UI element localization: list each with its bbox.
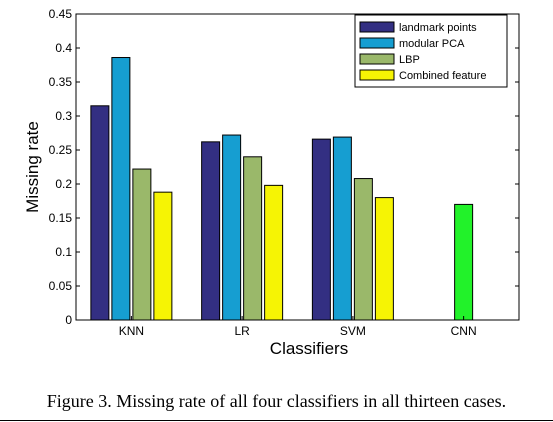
x-tick-label-cnn: CNN	[451, 324, 477, 338]
y-tick-label: 0.15	[49, 211, 73, 225]
bar-svm-modular-pca	[332, 136, 352, 321]
x-tick-label-lr: LR	[234, 324, 250, 338]
bar-svm-lbp	[353, 178, 373, 321]
y-tick-label: 0.35	[49, 75, 73, 89]
bar-lr-combined-feature	[264, 184, 284, 321]
bar-cnn	[454, 203, 474, 321]
x-axis: KNN LR SVM CNN	[119, 316, 477, 338]
y-axis: 0 0.05 0.1 0.15 0.2 0.25 0.3 0.35 0.4 0.45	[49, 7, 519, 327]
legend-label: Combined feature	[399, 70, 486, 82]
bar-knn-lbp	[132, 168, 152, 321]
y-tick-label: 0	[65, 313, 72, 327]
bar-svm-combined-feature	[374, 197, 394, 321]
legend-label: landmark points	[399, 22, 477, 34]
figure-caption: Figure 3. Missing rate of all four class…	[46, 391, 507, 411]
bars-layer	[90, 57, 474, 321]
y-tick-label: 0.4	[55, 41, 72, 55]
bar-knn-modular-pca	[111, 57, 131, 321]
y-tick-label: 0.05	[49, 279, 73, 293]
plot-frame	[75, 13, 520, 321]
legend-label: LBP	[399, 54, 420, 66]
x-axis-title: Classifiers	[270, 339, 348, 358]
legend-label: modular PCA	[399, 38, 465, 50]
x-tick-label-svm: SVM	[340, 324, 366, 338]
legend-swatch	[359, 53, 395, 65]
x-tick-label-knn: KNN	[119, 324, 144, 338]
bar-knn-landmark-points	[90, 105, 110, 321]
caption-rule	[0, 420, 553, 421]
bar-chart: 0 0.05 0.1 0.15 0.2 0.25 0.3 0.35 0.4 0.45 KNN LR S…	[23, 7, 520, 358]
bar-knn-combined-feature	[153, 191, 173, 321]
y-tick-label: 0.3	[55, 109, 72, 123]
bar-lr-modular-pca	[222, 134, 242, 321]
y-tick-label: 0.45	[49, 7, 73, 21]
y-tick-label: 0.25	[49, 143, 73, 157]
legend-swatch	[359, 69, 395, 81]
bar-lr-lbp	[243, 156, 263, 321]
y-tick-label: 0.2	[55, 177, 72, 191]
y-axis-title: Missing rate	[23, 121, 42, 213]
y-tick-label: 0.1	[55, 245, 72, 259]
legend: landmark points modular PCA LBP Combined fe…	[354, 14, 508, 88]
bar-lr-landmark-points	[201, 141, 221, 321]
legend-swatch	[359, 21, 395, 33]
bar-svm-landmark-points	[311, 138, 331, 321]
legend-swatch	[359, 37, 395, 49]
